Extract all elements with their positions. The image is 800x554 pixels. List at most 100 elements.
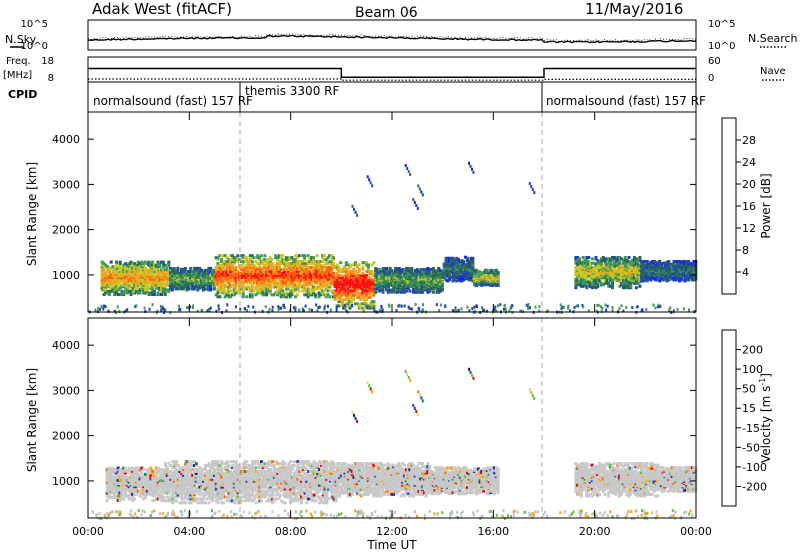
data-cell bbox=[315, 271, 319, 275]
data-cell bbox=[279, 287, 283, 291]
data-cell bbox=[160, 274, 164, 278]
data-cell bbox=[232, 267, 236, 271]
data-cell bbox=[116, 469, 120, 473]
data-cell bbox=[690, 265, 694, 269]
data-cell bbox=[410, 285, 414, 289]
data-cell bbox=[124, 277, 128, 281]
data-cell bbox=[326, 277, 330, 281]
data-cell bbox=[138, 483, 142, 487]
data-cell bbox=[294, 254, 297, 258]
data-cell bbox=[357, 285, 361, 288]
data-cell bbox=[140, 466, 144, 470]
data-cell bbox=[315, 275, 319, 279]
data-cell bbox=[618, 280, 622, 284]
data-cell bbox=[352, 282, 356, 286]
data-cell bbox=[156, 263, 160, 267]
data-cell bbox=[246, 308, 248, 312]
data-cell bbox=[288, 267, 292, 271]
data-cell bbox=[444, 256, 448, 260]
data-cell bbox=[158, 269, 162, 273]
data-cell bbox=[134, 285, 138, 289]
data-cell bbox=[245, 269, 249, 273]
data-cell bbox=[272, 293, 276, 297]
data-cell bbox=[352, 297, 356, 301]
data-cell bbox=[138, 480, 142, 484]
nave-series-line bbox=[88, 78, 696, 81]
data-cell bbox=[663, 276, 667, 280]
data-cell bbox=[125, 269, 129, 273]
data-cell bbox=[230, 293, 234, 297]
data-cell bbox=[598, 266, 602, 270]
data-cell bbox=[285, 267, 288, 271]
data-cell bbox=[142, 468, 146, 472]
data-cell bbox=[254, 265, 258, 269]
data-cell bbox=[216, 271, 220, 275]
data-cell bbox=[313, 260, 317, 264]
data-cell bbox=[288, 264, 292, 267]
data-cell bbox=[123, 480, 127, 484]
data-cell bbox=[295, 273, 299, 277]
data-cell bbox=[125, 266, 129, 270]
data-cell bbox=[107, 495, 111, 499]
data-cell bbox=[692, 266, 696, 270]
data-cell bbox=[147, 486, 151, 490]
data-cell bbox=[435, 283, 439, 287]
data-cell bbox=[341, 285, 345, 288]
data-cell bbox=[326, 262, 330, 265]
data-cell bbox=[587, 284, 591, 288]
data-cell bbox=[104, 305, 107, 309]
data-cell bbox=[354, 289, 357, 293]
data-cell bbox=[277, 307, 280, 311]
data-cell bbox=[156, 269, 160, 273]
data-cell bbox=[218, 287, 222, 291]
data-cell bbox=[313, 265, 317, 269]
data-cell bbox=[560, 307, 563, 310]
freq-right-tick-top: 60 bbox=[708, 56, 721, 67]
data-cell bbox=[339, 297, 343, 301]
data-cell bbox=[113, 469, 116, 473]
data-cell bbox=[422, 282, 426, 286]
data-cell bbox=[248, 254, 252, 258]
data-cell bbox=[313, 295, 317, 299]
data-cell bbox=[286, 277, 290, 281]
data-cell bbox=[413, 290, 417, 294]
data-cell bbox=[354, 210, 357, 214]
data-cell bbox=[229, 279, 233, 283]
data-cell bbox=[652, 303, 655, 307]
data-cell bbox=[118, 265, 122, 269]
data-cell bbox=[306, 283, 310, 287]
data-cell bbox=[271, 309, 274, 313]
data-cell bbox=[270, 264, 274, 267]
data-cell bbox=[263, 269, 267, 273]
data-cell bbox=[328, 283, 332, 287]
data-cell bbox=[335, 267, 339, 271]
data-cell bbox=[439, 269, 443, 273]
data-cell bbox=[365, 302, 369, 306]
data-cell bbox=[462, 260, 466, 264]
data-cell bbox=[352, 289, 356, 293]
data-cell bbox=[221, 277, 225, 281]
data-cell bbox=[120, 274, 124, 278]
data-cell bbox=[348, 306, 352, 310]
data-cell bbox=[107, 289, 111, 293]
data-cell bbox=[170, 288, 174, 292]
data-cell bbox=[120, 291, 124, 295]
data-cell bbox=[277, 291, 281, 295]
data-cell bbox=[312, 271, 316, 275]
data-cell bbox=[388, 270, 392, 274]
data-cell bbox=[491, 269, 495, 273]
data-cell bbox=[281, 277, 285, 281]
data-cell bbox=[370, 287, 374, 291]
data-cell bbox=[442, 262, 446, 266]
data-cell bbox=[216, 258, 220, 262]
data-cell bbox=[125, 277, 129, 281]
data-cell bbox=[601, 258, 605, 262]
data-cell bbox=[149, 280, 153, 284]
data-cell bbox=[341, 276, 345, 280]
data-cell bbox=[308, 287, 312, 291]
data-cell bbox=[373, 309, 376, 313]
data-cell bbox=[587, 309, 590, 313]
data-cell bbox=[216, 287, 220, 291]
data-cell bbox=[129, 472, 133, 476]
data-cell bbox=[127, 497, 131, 501]
